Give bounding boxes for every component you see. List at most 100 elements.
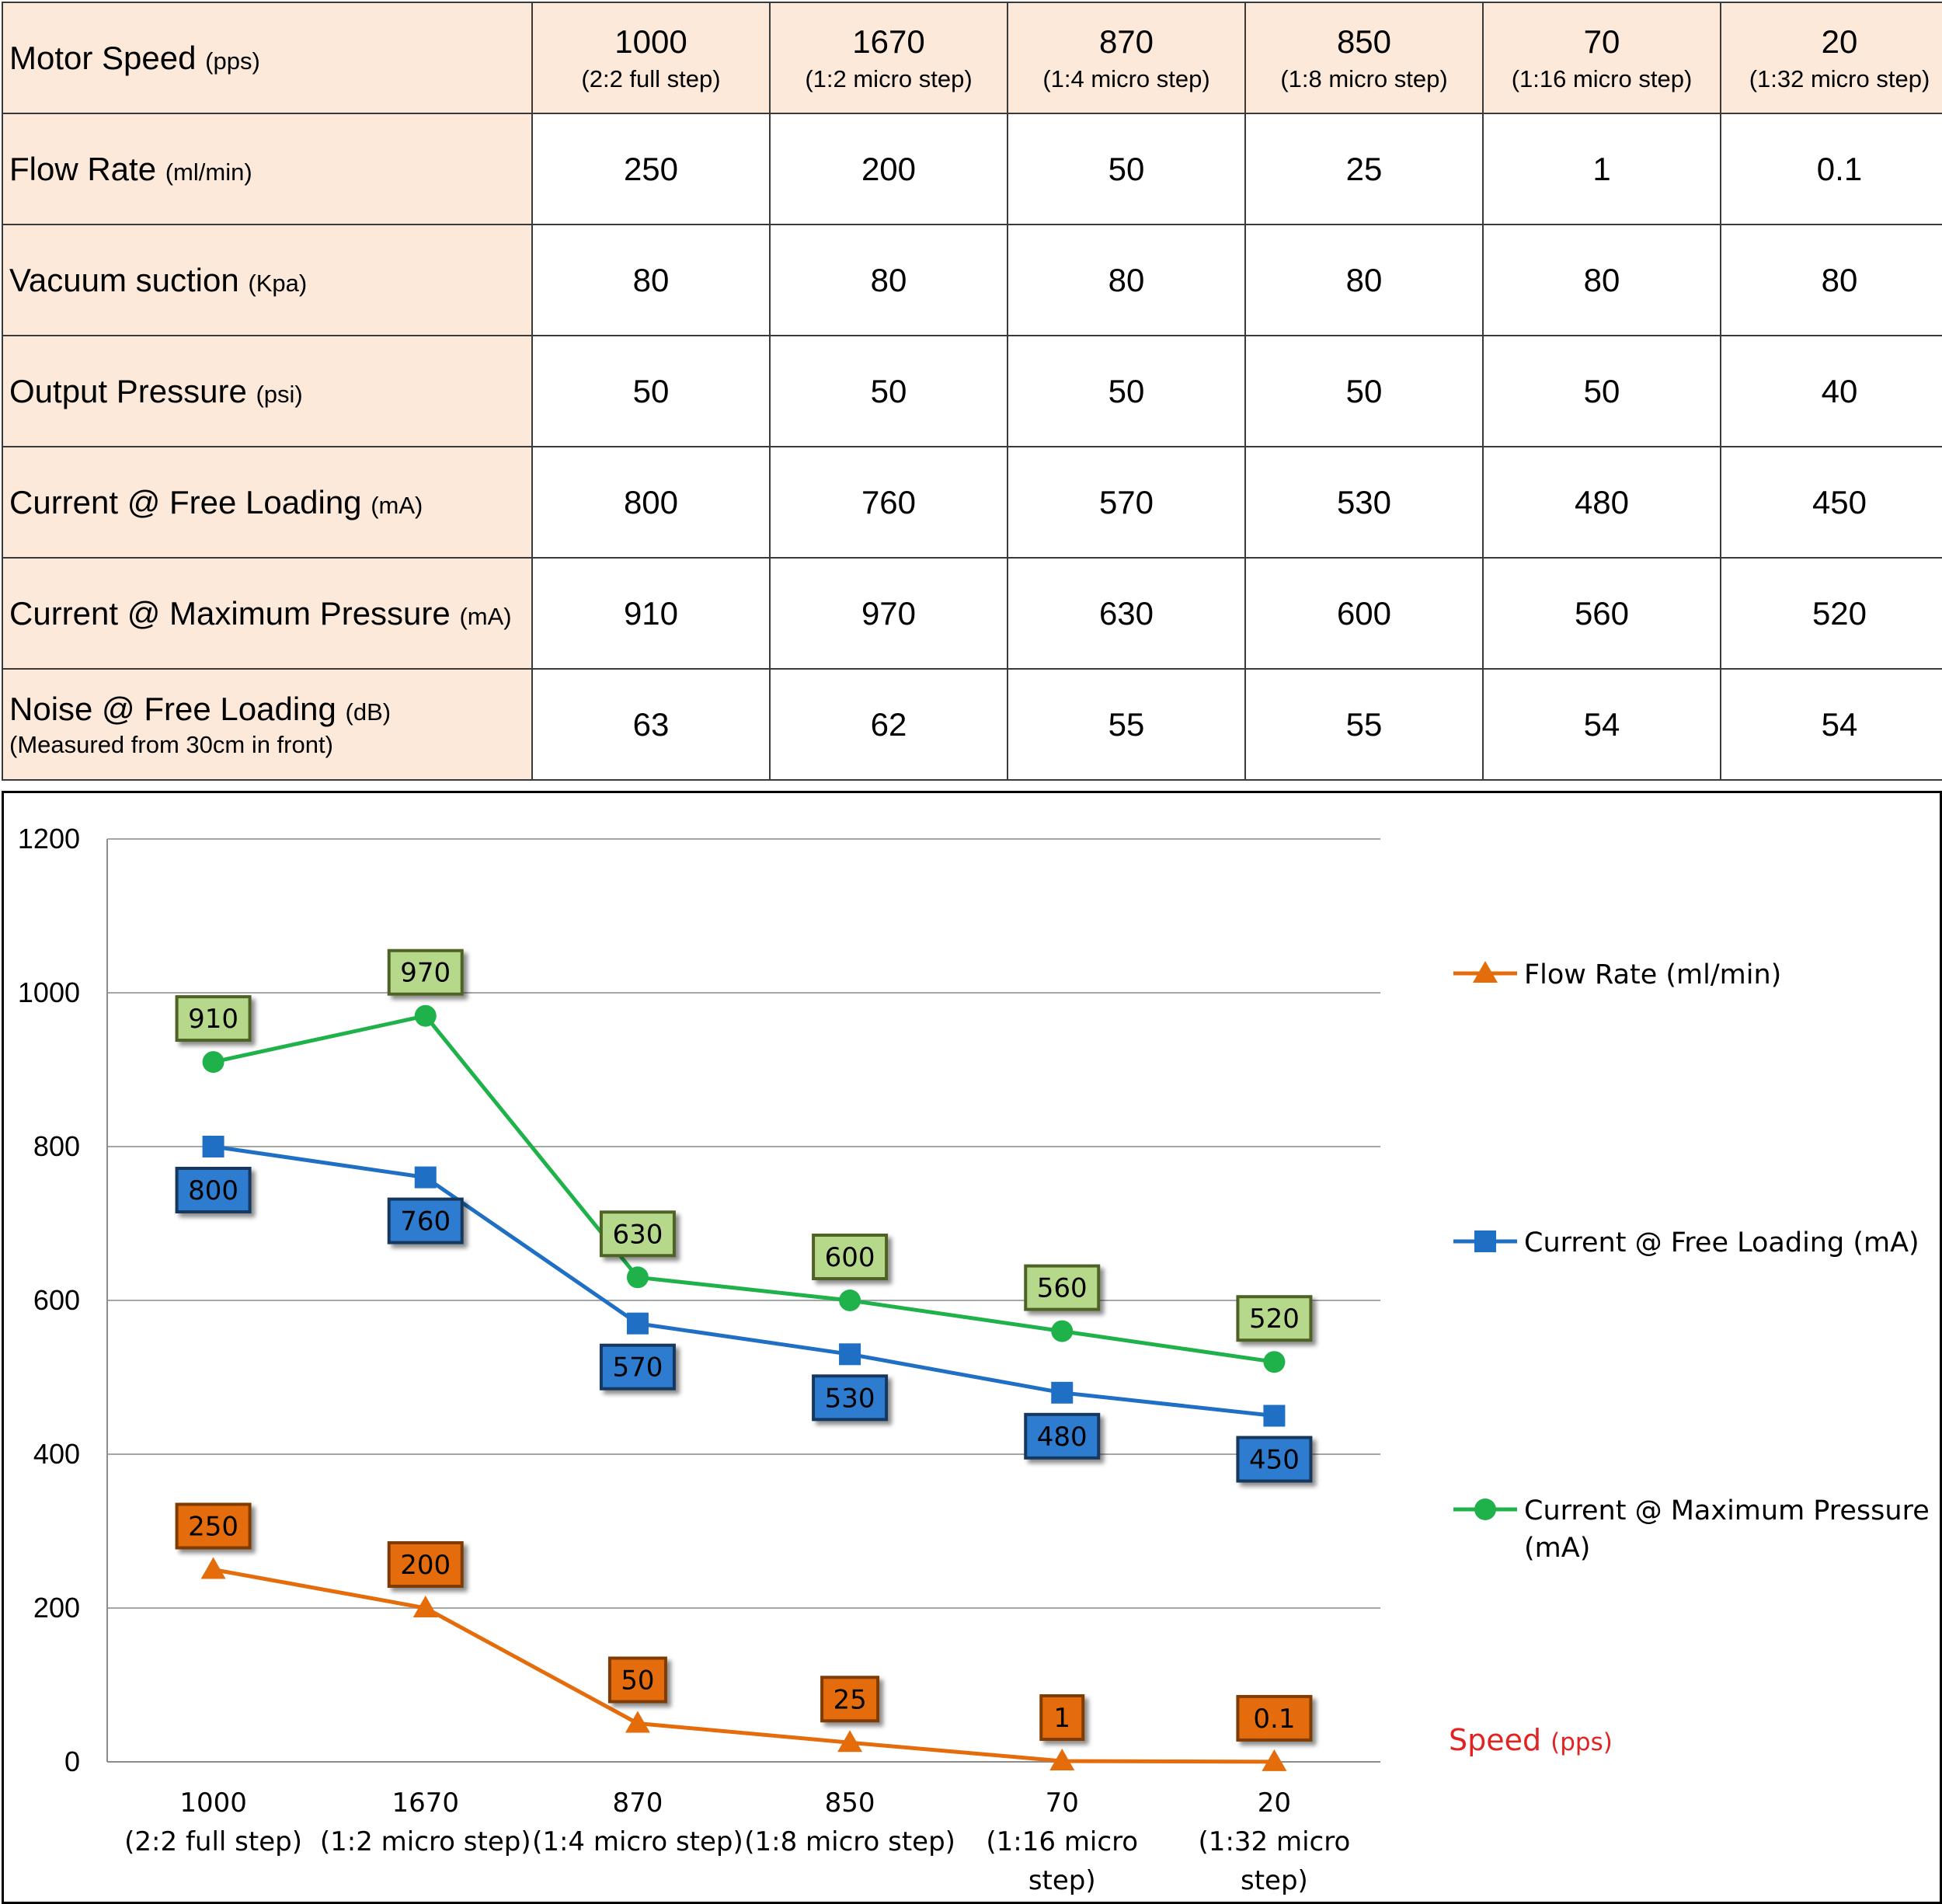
data-label-box (1236, 1694, 1313, 1742)
x-tick-label: 20 (1:32 micro step) (1199, 1787, 1351, 1896)
table-cell: 50 (1007, 335, 1246, 447)
x-tick-label: 1000 (2:2 full step) (124, 1787, 302, 1857)
data-label: 570 (612, 1352, 663, 1384)
legend-label-line: Flow Rate (ml/min) (1524, 959, 1781, 990)
row-label: Vacuum suction (9, 261, 239, 298)
data-label-box (812, 1234, 889, 1280)
x-axis-title: Speed (pps) (1449, 1723, 1613, 1757)
legend-label: Current @ Maximum Pressure (mA) (1524, 1495, 1930, 1564)
table-cell: 80 (1244, 224, 1484, 336)
data-labels: 250 200 50 25 1 0.1 (175, 1502, 1313, 1742)
x-tick-label-line: 1000 (179, 1787, 247, 1819)
row-label: Current @ Free Loading (9, 483, 362, 520)
row-unit: (ml/min) (165, 158, 252, 186)
table-row-motor-speed: Motor Speed (pps) 1000 (2:2 full step) 1670… (2, 2, 1942, 114)
data-label: 970 (400, 958, 451, 989)
row-unit: (pps) (205, 47, 260, 75)
data-label-box (1236, 1295, 1313, 1342)
table-cell: 54 (1482, 668, 1721, 781)
data-point (625, 1711, 650, 1733)
legend-entry: Flow Rate (ml/min) (1453, 959, 1781, 990)
y-tick-label: 400 (33, 1438, 80, 1470)
data-label-box (820, 1676, 880, 1723)
data-label-box (387, 1197, 464, 1244)
speed-header-cell: 1670 (1:2 micro step) (769, 2, 1008, 114)
x-tick-label-line: 1670 (392, 1787, 459, 1819)
y-tick-label: 800 (33, 1130, 80, 1162)
data-label-box (599, 1210, 676, 1258)
data-point (626, 1312, 649, 1335)
table-row: Flow Rate (ml/min) 250 200 50 25 1 0.1 (2, 113, 1942, 225)
y-tick-label: 200 (33, 1592, 80, 1624)
row-unit: (Kpa) (248, 269, 308, 297)
data-point (1263, 1351, 1286, 1373)
data-point (837, 1730, 863, 1753)
table-cell: 910 (531, 557, 771, 670)
legend-label: Flow Rate (ml/min) (1524, 959, 1781, 990)
table-cell: 480 (1482, 446, 1721, 559)
data-point (202, 1136, 224, 1157)
data-label: 560 (1037, 1273, 1088, 1304)
data-labels: 910 970 630 600 560 520 (175, 949, 1313, 1342)
data-label: 800 (188, 1175, 238, 1206)
x-tick-label: 70 (1:16 micro step) (986, 1787, 1138, 1896)
data-labels: 800 760 570 530 480 450 (175, 1167, 1313, 1483)
table-cell: 80 (531, 224, 771, 336)
legend-marker (1473, 961, 1498, 983)
row-label: Current @ Maximum Pressure (9, 594, 451, 632)
data-point (1049, 1749, 1075, 1771)
table-row: Output Pressure (psi) 50 50 50 50 50 40 (2, 335, 1942, 447)
table-cell: 80 (1007, 224, 1246, 336)
data-label-box (175, 1502, 252, 1550)
x-tick-label-line: (2:2 full step) (124, 1826, 302, 1857)
table-cell: 600 (1244, 557, 1484, 670)
legend-label-line: Current @ Free Loading (mA) (1524, 1227, 1919, 1258)
row-label: Motor Speed (9, 39, 197, 76)
x-tick-label-line: (1:16 micro (986, 1826, 1138, 1857)
table-cell: 560 (1482, 557, 1721, 670)
row-note: (Measured from 30cm in front) (9, 730, 333, 758)
axis-title-text: Speed (1449, 1723, 1541, 1757)
data-label: 50 (621, 1666, 654, 1697)
table-cell: 40 (1720, 335, 1942, 447)
step-mode: (1:2 micro step) (805, 64, 973, 92)
speed-value: 850 (1336, 23, 1392, 60)
speed-value: 70 (1583, 23, 1620, 60)
step-mode: (1:8 micro step) (1280, 64, 1448, 92)
data-label: 1 (1053, 1703, 1070, 1734)
x-tick-label-line: 870 (612, 1787, 663, 1819)
table-cell: 760 (769, 446, 1008, 559)
y-tick-label: 600 (33, 1284, 80, 1316)
data-label-box (812, 1374, 889, 1422)
data-label-box (1236, 1436, 1313, 1483)
data-label: 520 (1249, 1304, 1300, 1335)
speed-header-cell: 870 (1:4 micro step) (1007, 2, 1246, 114)
x-tick-label-line: (1:32 micro (1199, 1826, 1351, 1857)
x-tick-label: 870 (1:4 micro step) (532, 1787, 743, 1857)
table-cell: 50 (1007, 113, 1246, 225)
legend-label-line: Current @ Maximum Pressure (1524, 1495, 1930, 1526)
data-label: 760 (400, 1206, 451, 1237)
table-cell: 1 (1482, 113, 1721, 225)
x-tick-label-line: 850 (825, 1787, 875, 1819)
data-label: 450 (1249, 1445, 1300, 1476)
data-point (1262, 1749, 1287, 1771)
table-row: Current @ Maximum Pressure (mA) 910 970 630… (2, 557, 1942, 670)
data-label-box (607, 1656, 667, 1704)
step-mode: (2:2 full step) (581, 64, 721, 92)
speed-value: 1000 (614, 23, 687, 60)
table-cell: 50 (531, 335, 771, 447)
x-tick-label: 850 (1:8 micro step) (744, 1787, 955, 1857)
y-tick-label: 1200 (18, 823, 80, 855)
data-label: 250 (188, 1512, 238, 1543)
row-header: Output Pressure (psi) (2, 335, 533, 447)
data-label: 480 (1037, 1422, 1088, 1453)
data-label-box (387, 949, 464, 996)
legend-entry: Current @ Free Loading (mA) (1453, 1227, 1919, 1258)
row-unit: (mA) (459, 602, 512, 630)
x-tick-label: 1670 (1:2 micro step) (320, 1787, 531, 1857)
speed-value: 1670 (852, 23, 925, 60)
legend-marker (1474, 1230, 1496, 1252)
series-triangle (200, 1557, 1287, 1771)
data-label: 600 (825, 1242, 875, 1273)
